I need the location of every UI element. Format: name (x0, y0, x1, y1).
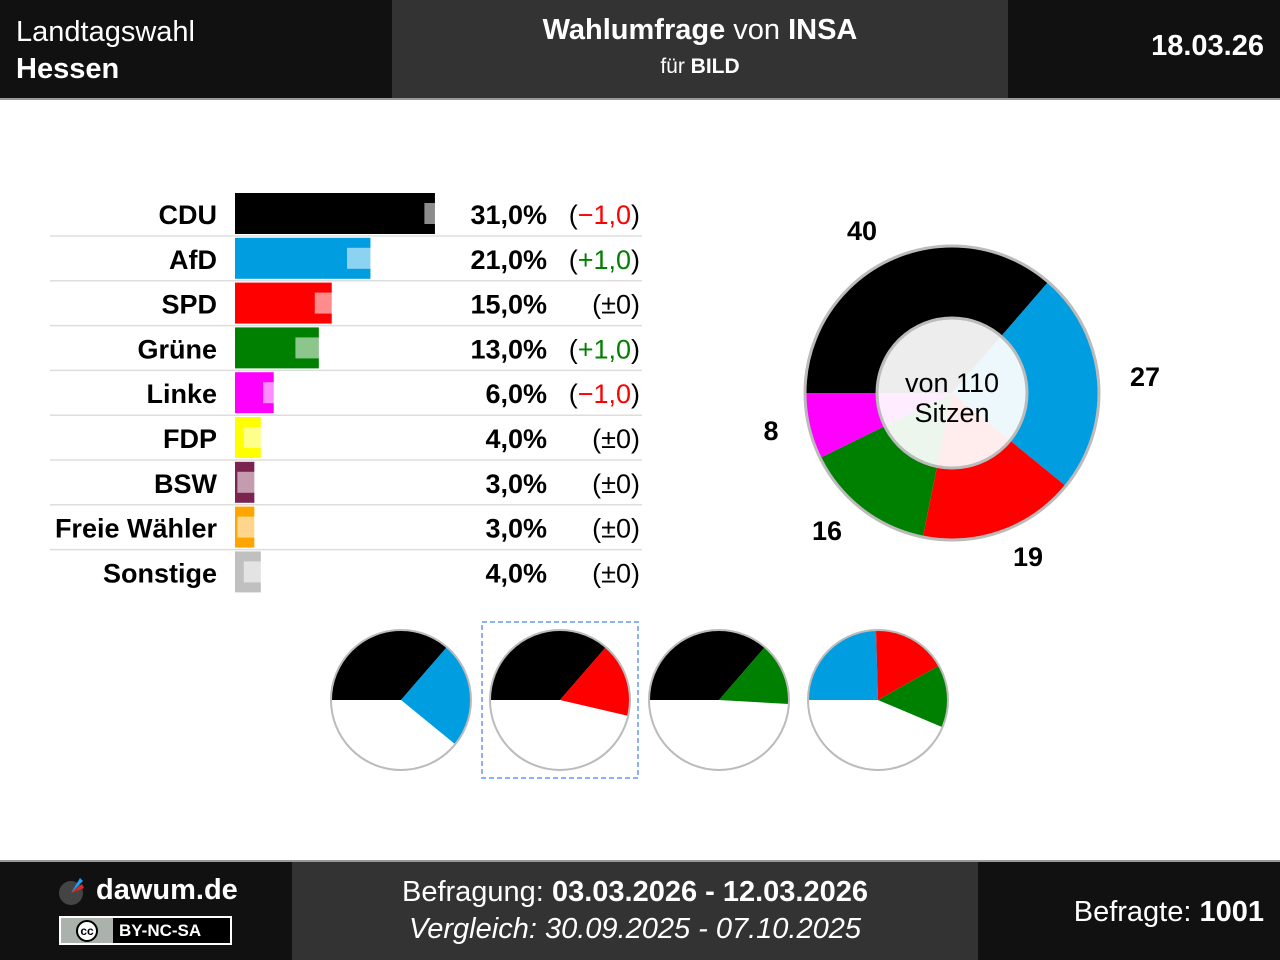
seat-label-CDU: 40 (847, 216, 877, 246)
title-word: Wahlumfrage (542, 14, 726, 46)
license-badge[interactable]: cc BY-NC-SA (59, 916, 232, 945)
coalition-slice-AfD (808, 630, 878, 700)
party-label: Sonstige (103, 558, 217, 588)
party-label: BSW (154, 469, 218, 499)
value-label: 21,0% (470, 245, 547, 275)
sub-fuer: für (660, 55, 691, 78)
coalition-slice-AfD (401, 647, 471, 745)
dawum-logo[interactable]: dawum.de (58, 874, 238, 907)
party-label: SPD (161, 290, 217, 320)
logo-icon (59, 877, 84, 905)
previous-marker-Sonstige (243, 561, 278, 583)
change-label: (+1,0) (569, 334, 640, 364)
previous-marker-Freie Wähler (237, 516, 272, 538)
coalition-selected-box (481, 621, 639, 779)
coalition-pie-outline (648, 629, 790, 771)
pollster: INSA (788, 14, 858, 46)
value-label: 31,0% (470, 200, 547, 230)
coalition-slice-CDU (649, 630, 765, 700)
value-label: 3,0% (485, 469, 547, 499)
donut-center (875, 316, 1029, 470)
value-label: 6,0% (485, 379, 547, 409)
party-label: FDP (163, 424, 217, 454)
seat-label-Grüne: 16 (812, 516, 842, 546)
change-label: (±0) (592, 290, 640, 320)
respondents-count: 1001 (1199, 896, 1264, 928)
client: BILD (690, 55, 740, 78)
change-label: (±0) (592, 469, 640, 499)
coalition-slice-SPD (560, 647, 631, 716)
value-label: 4,0% (485, 424, 547, 454)
election-title: Landtagswahl Hessen (16, 14, 195, 88)
survey-label: Befragung: (401, 876, 552, 908)
seat-label-AfD: 27 (1130, 362, 1160, 392)
previous-marker-Linke (263, 382, 298, 404)
donut-outline (803, 244, 1101, 542)
seat-slice-CDU (805, 246, 1049, 393)
previous-marker-SPD (314, 292, 349, 314)
previous-marker-CDU (424, 203, 459, 224)
previous-marker-Grüne (295, 337, 330, 359)
survey-periods: Befragung: 03.03.2026 - 12.03.2026 Vergl… (292, 862, 978, 960)
party-label: Freie Wähler (55, 514, 218, 544)
center-line2: Sitzen (914, 398, 989, 428)
change-label: (−1,0) (569, 200, 640, 230)
title-von: von (725, 14, 789, 46)
value-label: 13,0% (470, 334, 547, 364)
cc-icon: cc (76, 919, 98, 942)
value-label: 4,0% (485, 558, 547, 588)
value-label: 15,0% (470, 290, 547, 320)
election-region: Hessen (16, 53, 120, 85)
election-type: Landtagswahl (16, 16, 195, 48)
poll-date: 18.03.26 (1151, 30, 1264, 62)
party-label: Linke (146, 379, 217, 409)
coalition-pie-outline (330, 629, 472, 771)
party-label: AfD (169, 245, 217, 275)
change-label: (±0) (592, 514, 640, 544)
coalition-slice-Grüne (878, 665, 948, 728)
coalition-pie-outline (807, 629, 949, 771)
site-name: dawum.de (96, 874, 238, 906)
coalition-slice-Grüne (719, 647, 789, 704)
coalition-slice-CDU (490, 630, 606, 700)
seat-label-SPD: 19 (1013, 542, 1043, 572)
previous-marker-BSW (237, 471, 272, 493)
respondents-label: Befragte: (1073, 896, 1200, 928)
coalition-pie-outline (489, 629, 631, 771)
center-line1: von 110 (905, 368, 999, 398)
footer: dawum.de cc BY-NC-SA Befragung: 03.03.202… (0, 860, 1280, 960)
bar-CDU (235, 193, 435, 234)
survey-period: 03.03.2026 - 12.03.2026 (551, 876, 868, 908)
previous-marker-AfD (347, 247, 381, 269)
previous-marker-FDP (243, 427, 278, 448)
compare-label: Vergleich: (409, 913, 545, 945)
party-label: Grüne (137, 334, 217, 364)
change-label: (±0) (592, 424, 640, 454)
coalition-slice-CDU (331, 630, 447, 700)
change-label: (−1,0) (569, 379, 640, 409)
compare-period: 30.09.2025 - 07.10.2025 (544, 913, 861, 945)
license-text: BY-NC-SA (119, 920, 202, 940)
change-label: (+1,0) (569, 245, 640, 275)
seat-label-Linke: 8 (763, 416, 778, 446)
header: Landtagswahl Hessen Wahlumfrage von INSA… (0, 0, 1280, 100)
party-label: CDU (159, 200, 218, 230)
change-label: (±0) (592, 558, 640, 588)
poll-title: Wahlumfrage von INSA für BILD (392, 0, 1008, 98)
value-label: 3,0% (485, 514, 547, 544)
